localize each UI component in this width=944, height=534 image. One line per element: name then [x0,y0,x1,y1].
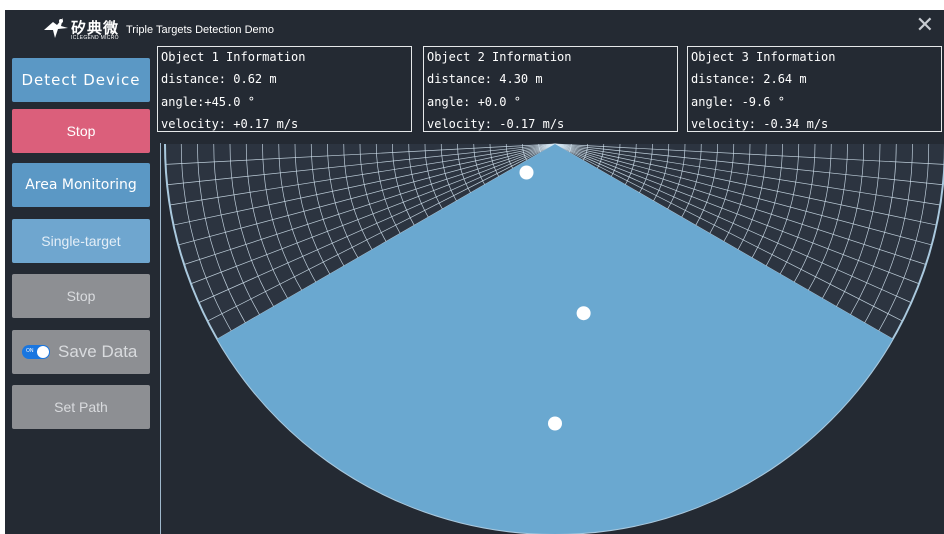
object-1-info-panel: Object 1 Information distance: 0.62 m an… [157,46,412,132]
brand-name: 矽典微 [71,19,120,37]
radar-angle-line [554,143,912,303]
area-monitoring-button[interactable]: Area Monitoring [12,163,150,207]
object-1-title: Object 1 Information [161,50,306,64]
object-3-info-panel: Object 3 Information distance: 2.64 m an… [687,46,942,132]
radar-angle-line [554,143,927,265]
object-1-distance: distance: 0.62 m [161,72,277,86]
radar-angle-line [167,143,556,186]
object-3-velocity: velocity: -0.34 m/s [691,117,829,131]
radar-angle-line [207,143,556,322]
object-2-title: Object 2 Information [427,50,572,64]
detect-device-button[interactable]: Detect Device [12,58,150,102]
radar-angle-line [554,143,932,246]
radar-angle-line [198,143,556,303]
radar-frame [160,143,944,534]
object-2-distance: distance: 4.30 m [427,72,543,86]
close-icon[interactable]: ✕ [915,12,934,37]
radar-sector [217,144,893,534]
app-title: Triple Targets Detection Demo [126,24,274,36]
title-bar: 矽典微 ICLEGEND MICRO Triple Targets Detect… [5,10,944,46]
radar-sector-fill [217,144,893,534]
radar-plot [164,143,944,534]
single-target-button[interactable]: Single-target [12,219,150,263]
brand-subtitle: ICLEGEND MICRO [71,35,119,41]
set-path-button[interactable]: Set Path [12,385,150,429]
app-window: 矽典微 ICLEGEND MICRO Triple Targets Detect… [5,10,944,534]
radar-angle-line [165,143,556,165]
radar-angle-line [183,143,556,265]
radar-angle-line [190,143,556,285]
radar-angle-line [554,143,941,206]
radar-angle-line [169,143,556,206]
radar-angle-line [554,143,943,186]
radar-angle-line [554,143,920,285]
object-3-title: Object 3 Information [691,50,836,64]
stop-detect-button[interactable]: Stop [12,109,150,153]
save-data-toggle[interactable]: ON [22,345,50,359]
object-3-distance: distance: 2.64 m [691,72,807,86]
stop-monitoring-button[interactable]: Stop [12,274,150,318]
radar-angle-line [178,143,556,246]
radar-angle-line [554,143,944,165]
radar-target-2 [548,416,562,431]
object-1-velocity: velocity: +0.17 m/s [161,117,299,131]
radar-angle-line [554,143,937,226]
object-2-velocity: velocity: -0.17 m/s [427,117,565,131]
save-data-label: Save Data [58,342,138,361]
save-data-button[interactable]: ON Save Data [12,330,150,374]
radar-targets [519,165,591,431]
radar-target-3 [576,306,591,321]
radar-angle-line [554,143,903,322]
object-2-info-panel: Object 2 Information distance: 4.30 m an… [423,46,678,132]
radar-target-1 [519,165,534,180]
toggle-knob [37,346,49,358]
toggle-on-label: ON [26,348,34,354]
object-1-angle: angle:+45.0 ° [161,95,255,109]
radar-angle-line [173,143,556,226]
object-3-angle: angle: -9.6 ° [691,95,785,109]
object-2-angle: angle: +0.0 ° [427,95,521,109]
bird-logo-icon [44,18,68,38]
